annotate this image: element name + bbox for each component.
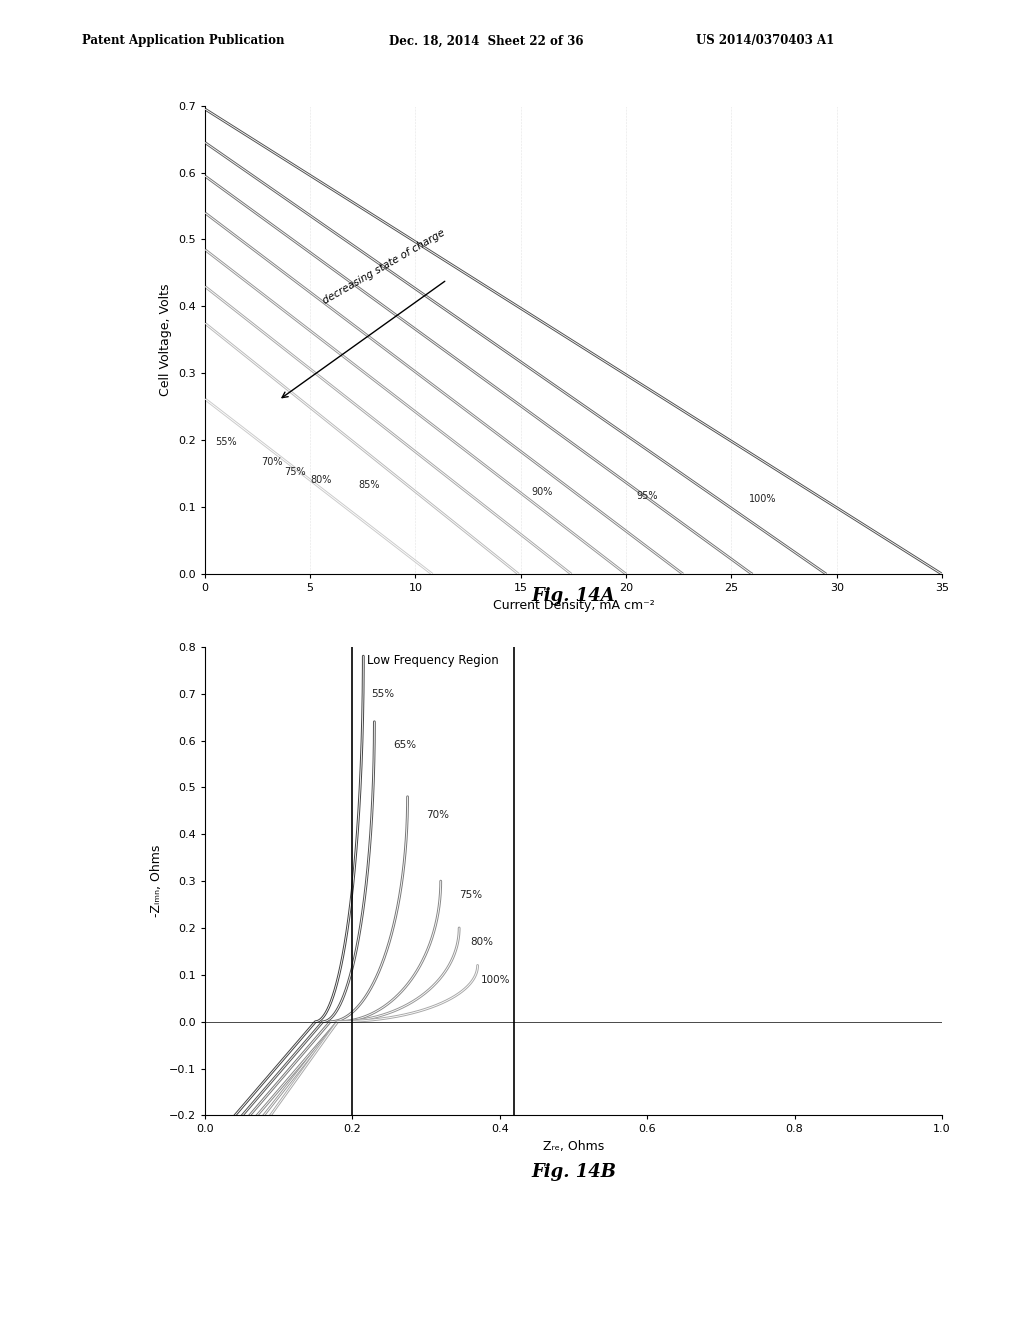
Text: Low Frequency Region: Low Frequency Region (367, 655, 499, 668)
Text: Fig. 14B: Fig. 14B (530, 1163, 616, 1181)
Text: 100%: 100% (750, 494, 777, 504)
Text: 90%: 90% (531, 487, 553, 498)
Y-axis label: Cell Voltage, Volts: Cell Voltage, Volts (160, 284, 172, 396)
Text: 85%: 85% (358, 480, 380, 491)
Text: 80%: 80% (310, 475, 332, 486)
Text: 75%: 75% (459, 890, 482, 900)
X-axis label: Zᵣₑ, Ohms: Zᵣₑ, Ohms (543, 1140, 604, 1152)
Text: 70%: 70% (426, 810, 449, 821)
Text: US 2014/0370403 A1: US 2014/0370403 A1 (696, 34, 835, 48)
X-axis label: Current Density, mA cm⁻²: Current Density, mA cm⁻² (493, 599, 654, 611)
Text: 100%: 100% (481, 974, 511, 985)
Text: Dec. 18, 2014  Sheet 22 of 36: Dec. 18, 2014 Sheet 22 of 36 (389, 34, 584, 48)
Y-axis label: -Zᵢₘₙ, Ohms: -Zᵢₘₙ, Ohms (151, 845, 163, 917)
Text: 70%: 70% (261, 457, 283, 467)
Text: 95%: 95% (637, 491, 657, 500)
Text: decreasing state of charge: decreasing state of charge (321, 228, 446, 306)
Text: 55%: 55% (215, 437, 237, 447)
Text: 55%: 55% (371, 689, 394, 698)
Text: 80%: 80% (470, 937, 494, 946)
Text: 75%: 75% (285, 467, 306, 477)
Text: Patent Application Publication: Patent Application Publication (82, 34, 285, 48)
Text: 65%: 65% (393, 741, 416, 750)
Text: Fig. 14A: Fig. 14A (531, 586, 615, 605)
